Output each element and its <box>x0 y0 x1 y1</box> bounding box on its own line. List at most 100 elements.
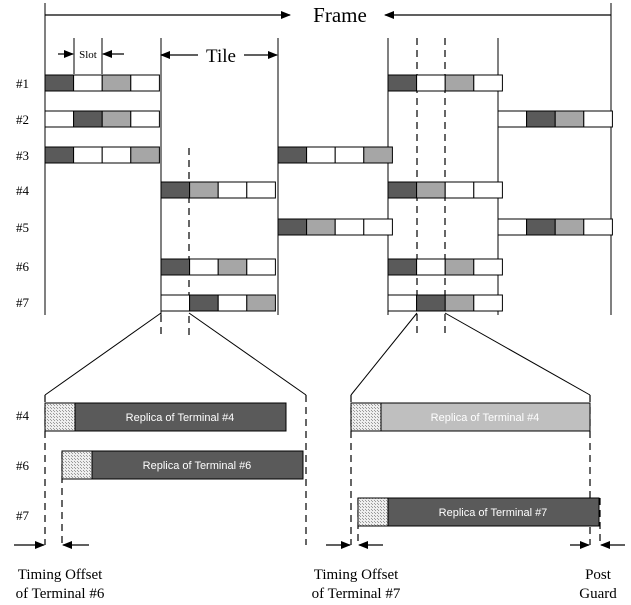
slot-group-t2-tile5 <box>497 110 613 128</box>
slot-cell <box>277 218 308 236</box>
slot-cell <box>44 74 75 92</box>
replica-right-terminal-4: Replica of Terminal #4 <box>350 402 591 432</box>
slot-cell <box>497 110 528 128</box>
slot-cell <box>473 74 503 92</box>
slot-cell <box>73 110 103 128</box>
slot-cell <box>130 74 160 92</box>
terminal-row-labels: #1 #2 #3 #4 #5 #6 #7 <box>16 76 30 310</box>
slot-cell <box>246 181 276 199</box>
slot-group-t5-tile5 <box>497 218 613 236</box>
replica-body <box>91 450 304 480</box>
slot-group-t7-tile2 <box>160 294 276 312</box>
replica-label: Replica of Terminal #7 <box>439 507 548 519</box>
slot-cell <box>246 258 276 276</box>
bottom-annotations: Timing Offset of Terminal #6 Timing Offs… <box>16 567 618 602</box>
row-label-6: #6 <box>16 259 30 274</box>
replica-guard-hatch <box>357 497 389 527</box>
replica-label: Replica of Terminal #4 <box>431 412 540 424</box>
slot-cell <box>583 218 613 236</box>
row-label-3: #3 <box>16 148 29 163</box>
slot-group-t1-tile4 <box>387 74 503 92</box>
slot-cell <box>554 110 585 128</box>
slot-cell <box>217 181 248 199</box>
slot-cell <box>416 258 446 276</box>
replica-left-terminal-6: Replica of Terminal #6 <box>61 450 304 480</box>
slot-cell <box>44 110 75 128</box>
slot-cell <box>473 258 503 276</box>
slot-groups <box>44 74 613 312</box>
slot-cell <box>73 146 103 164</box>
slot-cell <box>160 258 191 276</box>
slot-cell <box>583 110 613 128</box>
slot-cell <box>473 294 503 312</box>
slot-cell <box>101 146 132 164</box>
slot-cell <box>189 294 219 312</box>
zoom-lines <box>44 312 591 396</box>
replica-body <box>74 402 287 432</box>
slot-cell <box>306 146 336 164</box>
slot-group-t2-tile1 <box>44 110 160 128</box>
slot-cell <box>217 294 248 312</box>
slot-cell <box>217 258 248 276</box>
slot-group-t4-tile2 <box>160 181 276 199</box>
tile-label: Tile <box>206 46 236 67</box>
timing-offset-6-label-line2: of Terminal #6 <box>16 586 105 602</box>
post-guard-label-line1: Post <box>585 567 612 583</box>
zoom-line <box>444 312 591 396</box>
slot-cell <box>444 258 475 276</box>
replica-label: Replica of Terminal #4 <box>126 412 235 424</box>
slot-cell <box>277 146 308 164</box>
slot-cell <box>387 74 418 92</box>
slot-cell <box>444 181 475 199</box>
timing-offset-6-label-line1: Timing Offset <box>18 567 103 583</box>
replica-row-label-4: #4 <box>16 408 30 423</box>
slot-cell <box>101 74 132 92</box>
slot-cell <box>526 218 556 236</box>
replica-guard-hatch <box>44 402 76 432</box>
slot-cell <box>387 294 418 312</box>
slot-cell <box>44 146 75 164</box>
slot-cell <box>306 218 336 236</box>
slot-group-t3-tile3 <box>277 146 393 164</box>
replica-row-label-7: #7 <box>16 508 30 523</box>
slot-cell <box>416 294 446 312</box>
timing-offset-7-label-line1: Timing Offset <box>314 567 399 583</box>
replica-left-terminal-4: Replica of Terminal #4 <box>44 402 287 432</box>
replica-guard-hatch <box>350 402 382 432</box>
post-guard-label-line2: Guard <box>579 586 617 602</box>
slot-group-t5-tile3 <box>277 218 393 236</box>
slot-cell <box>526 110 556 128</box>
slot-cell <box>130 110 160 128</box>
slot-label: Slot <box>79 49 97 61</box>
row-label-1: #1 <box>16 76 29 91</box>
slot-cell <box>416 181 446 199</box>
slot-cell <box>363 218 393 236</box>
replica-body <box>387 497 600 527</box>
row-label-2: #2 <box>16 112 29 127</box>
replica-body <box>380 402 591 432</box>
replica-guard-hatch <box>61 450 93 480</box>
slot-cell <box>160 181 191 199</box>
slot-cell <box>101 110 132 128</box>
row-label-7: #7 <box>16 295 30 310</box>
replica-right-terminal-7: Replica of Terminal #7 <box>357 497 600 527</box>
zoom-line <box>44 312 162 396</box>
replica-row-label-6: #6 <box>16 458 30 473</box>
slot-group-t1-tile1 <box>44 74 160 92</box>
slot-cell <box>334 146 365 164</box>
slot-cell <box>189 181 219 199</box>
slot-cell <box>387 258 418 276</box>
slot-cell <box>444 294 475 312</box>
slot-group-t7-tile4 <box>387 294 503 312</box>
slot-cell <box>363 146 393 164</box>
slot-cell <box>189 258 219 276</box>
slot-cell <box>416 74 446 92</box>
slot-cell <box>497 218 528 236</box>
replica-label: Replica of Terminal #6 <box>143 460 252 472</box>
slot-cell <box>473 181 503 199</box>
slot-cell <box>246 294 276 312</box>
tile-annotation: Tile <box>160 46 278 67</box>
slot-group-t3-tile1 <box>44 146 160 164</box>
slot-cell <box>444 74 475 92</box>
